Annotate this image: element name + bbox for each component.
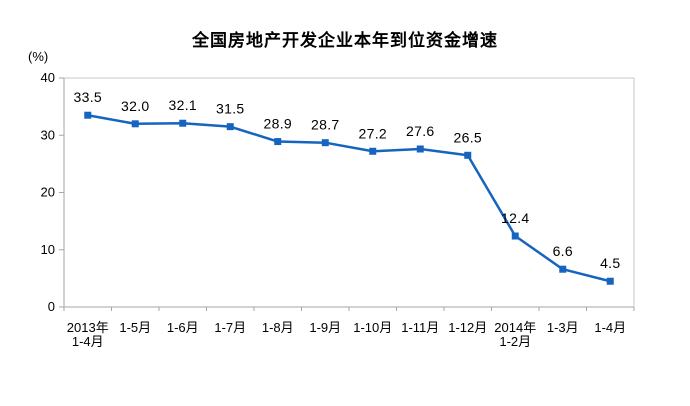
data-point-marker	[321, 139, 329, 147]
data-point-label: 27.6	[406, 123, 434, 139]
data-point-marker	[559, 265, 567, 273]
data-point-label: 12.4	[501, 210, 529, 226]
data-point-label: 28.7	[311, 117, 339, 133]
y-axis-unit-label: (%)	[28, 49, 49, 64]
x-axis-label: 1-7月	[214, 320, 246, 335]
y-tick-label: 0	[48, 299, 55, 314]
data-point-marker	[464, 151, 472, 159]
y-tick-label: 10	[41, 242, 55, 257]
x-axis-label: 1-4月	[594, 320, 626, 335]
data-point-marker	[511, 232, 519, 240]
y-tick-label: 30	[41, 127, 55, 142]
data-point-marker	[606, 277, 614, 285]
data-point-label: 27.2	[359, 125, 387, 141]
data-point-label: 28.9	[264, 116, 292, 132]
data-point-label: 6.6	[553, 243, 573, 259]
data-point-label: 4.5	[600, 255, 620, 271]
plot-area-border	[63, 77, 635, 308]
x-axis-label: 1-3月	[547, 320, 579, 335]
x-axis-label: 1-8月	[262, 320, 294, 335]
data-point-marker	[416, 145, 424, 153]
x-axis-label: 1-11月	[401, 320, 439, 335]
data-point-label: 31.5	[216, 101, 244, 117]
data-point-marker	[179, 119, 187, 127]
x-axis-label: 1-9月	[309, 320, 341, 335]
data-point-label: 32.0	[121, 98, 149, 114]
x-axis-label: 2014年 1-2月	[494, 320, 536, 349]
data-point-marker	[274, 138, 282, 146]
x-axis-label: 2013年 1-4月	[67, 320, 109, 349]
x-axis-label: 1-6月	[167, 320, 199, 335]
y-tick-label: 20	[41, 185, 55, 200]
chart-title: 全国房地产开发企业本年到位资金增速	[192, 31, 498, 50]
data-point-label: 32.1	[169, 97, 197, 113]
data-line	[86, 113, 612, 283]
x-axis-label: 1-5月	[119, 320, 151, 335]
data-point-label: 26.5	[454, 129, 482, 145]
data-point-marker	[131, 120, 139, 128]
data-point-marker	[369, 147, 377, 155]
x-axis-label: 1-10月	[353, 320, 392, 335]
data-point-label: 33.5	[74, 89, 102, 105]
data-point-marker	[226, 123, 234, 131]
data-point-marker	[84, 111, 92, 119]
y-tick-label: 40	[41, 70, 55, 85]
x-axis-label: 1-12月	[448, 320, 487, 335]
